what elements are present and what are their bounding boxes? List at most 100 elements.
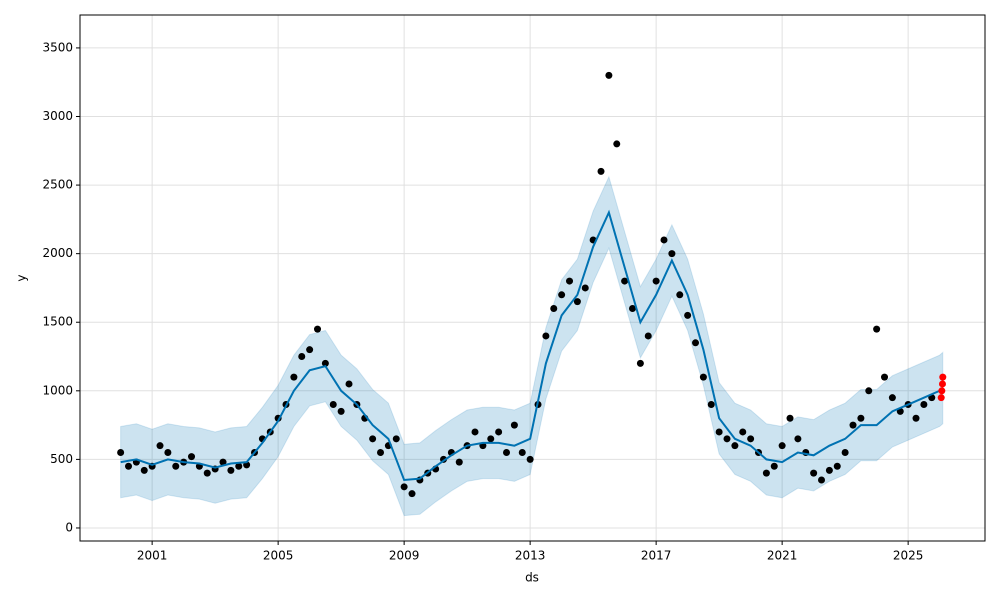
- observed-point: [290, 373, 298, 381]
- observed-point: [369, 435, 377, 443]
- observed-point: [762, 469, 770, 477]
- observed-point: [164, 449, 172, 457]
- observed-point: [794, 435, 802, 443]
- y-tick-label: 2500: [42, 178, 73, 192]
- observed-point: [125, 462, 133, 470]
- observed-point: [833, 462, 841, 470]
- observed-point: [912, 414, 920, 422]
- observed-point: [707, 401, 715, 409]
- observed-point: [227, 466, 235, 474]
- observed-point: [400, 483, 408, 491]
- observed-point: [888, 394, 896, 402]
- y-tick-label: 3500: [42, 40, 73, 54]
- observed-point: [329, 401, 337, 409]
- observed-point: [188, 453, 196, 461]
- observed-point: [668, 250, 676, 258]
- observed-point: [566, 277, 574, 285]
- observed-point: [117, 449, 125, 457]
- recent-point: [938, 380, 946, 388]
- observed-point: [810, 469, 818, 477]
- y-tick-label: 0: [65, 520, 73, 534]
- observed-point: [636, 359, 644, 367]
- observed-point: [849, 421, 857, 429]
- y-axis-label: y: [15, 274, 29, 281]
- y-tick-label: 500: [50, 452, 73, 466]
- observed-point: [699, 373, 707, 381]
- observed-point: [526, 455, 534, 463]
- observed-point: [392, 435, 400, 443]
- x-tick-label: 2005: [263, 549, 294, 563]
- x-tick-label: 2009: [389, 549, 420, 563]
- x-tick-label: 2021: [767, 549, 798, 563]
- y-tick-label: 3000: [42, 109, 73, 123]
- observed-point: [881, 373, 889, 381]
- recent-point: [939, 373, 947, 381]
- observed-point: [172, 462, 180, 470]
- observed-point: [621, 277, 629, 285]
- observed-point: [597, 167, 605, 175]
- recent-point: [937, 394, 945, 402]
- observed-point: [644, 332, 652, 340]
- observed-point: [487, 435, 495, 443]
- observed-point: [558, 291, 566, 299]
- forecast-line: [120, 209, 944, 482]
- y-tick-label: 1500: [42, 315, 73, 329]
- observed-point: [723, 435, 731, 443]
- observed-point: [235, 462, 243, 470]
- observed-point: [841, 449, 849, 457]
- observed-point: [676, 291, 684, 299]
- observed-point: [613, 140, 621, 148]
- observed-point: [495, 428, 503, 436]
- observed-point: [542, 332, 550, 340]
- observed-point: [825, 466, 833, 474]
- observed-point: [503, 449, 511, 457]
- observed-point: [219, 458, 227, 466]
- x-axis-label: ds: [525, 571, 539, 585]
- observed-point: [321, 359, 329, 367]
- observed-point: [337, 407, 345, 415]
- observed-point: [298, 353, 306, 361]
- observed-point: [314, 325, 322, 333]
- observed-point: [747, 435, 755, 443]
- observed-point: [786, 414, 794, 422]
- observed-point: [652, 277, 660, 285]
- observed-point: [778, 442, 786, 450]
- observed-point: [857, 414, 865, 422]
- observed-point: [510, 421, 518, 429]
- observed-point: [306, 346, 314, 354]
- observed-point: [573, 298, 581, 306]
- y-tick-label: 2000: [42, 246, 73, 260]
- plot-frame: [79, 14, 986, 542]
- uncertainty-band: [120, 175, 944, 517]
- observed-point: [408, 490, 416, 498]
- x-tick-label: 2013: [515, 549, 546, 563]
- observed-point: [377, 449, 385, 457]
- observed-point: [739, 428, 747, 436]
- observed-point: [550, 305, 558, 313]
- recent-point: [938, 387, 946, 395]
- observed-point: [629, 305, 637, 313]
- observed-point: [865, 387, 873, 395]
- x-tick-label: 2001: [137, 549, 168, 563]
- observed-point: [156, 442, 164, 450]
- observed-point: [345, 380, 353, 388]
- observed-point: [455, 458, 463, 466]
- observed-point: [203, 469, 211, 477]
- observed-point: [818, 476, 826, 484]
- x-tick-label: 2017: [641, 549, 672, 563]
- observed-point: [873, 325, 881, 333]
- observed-point: [731, 442, 739, 450]
- observed-point: [581, 284, 589, 292]
- observed-point: [140, 466, 148, 474]
- observed-point: [684, 311, 692, 319]
- observed-point: [471, 428, 479, 436]
- observed-point: [920, 401, 928, 409]
- observed-point: [692, 339, 700, 347]
- y-tick-label: 1000: [42, 383, 73, 397]
- observed-point: [518, 449, 526, 457]
- x-tick-label: 2025: [893, 549, 924, 563]
- observed-point: [660, 236, 668, 244]
- observed-point: [605, 71, 613, 79]
- observed-point: [770, 462, 778, 470]
